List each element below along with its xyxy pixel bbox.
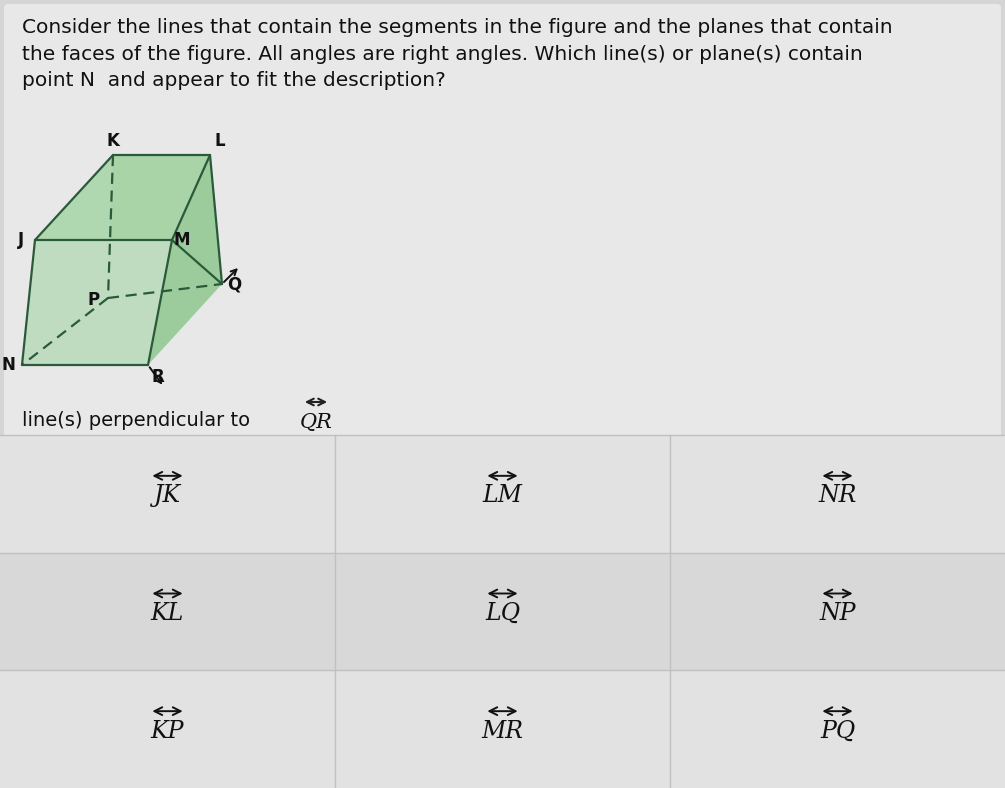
Text: Q: Q (227, 275, 241, 293)
Polygon shape (22, 240, 172, 365)
Text: L: L (215, 132, 225, 150)
Text: R: R (152, 368, 165, 386)
Text: QR: QR (299, 412, 333, 432)
Text: M: M (174, 231, 190, 249)
FancyBboxPatch shape (4, 4, 1001, 784)
Text: NR: NR (818, 485, 856, 507)
Text: LQ: LQ (485, 602, 520, 625)
Text: Consider the lines that contain the segments in the figure and the planes that c: Consider the lines that contain the segm… (22, 18, 892, 90)
Text: line(s) perpendicular to: line(s) perpendicular to (22, 411, 256, 429)
Bar (0, 671, 1005, 788)
Polygon shape (148, 155, 222, 365)
Text: J: J (18, 231, 24, 249)
Text: KP: KP (151, 719, 184, 742)
Polygon shape (22, 155, 113, 365)
Text: NP: NP (819, 602, 855, 625)
Text: JK: JK (154, 485, 181, 507)
Text: MR: MR (481, 719, 524, 742)
Bar (0, 435, 1005, 552)
Text: K: K (107, 132, 120, 150)
Text: LM: LM (482, 485, 523, 507)
Polygon shape (35, 155, 210, 240)
Text: KL: KL (151, 602, 184, 625)
Text: N: N (1, 356, 15, 374)
Text: P: P (88, 291, 101, 309)
Text: PQ: PQ (820, 719, 855, 742)
Bar (0, 552, 1005, 671)
